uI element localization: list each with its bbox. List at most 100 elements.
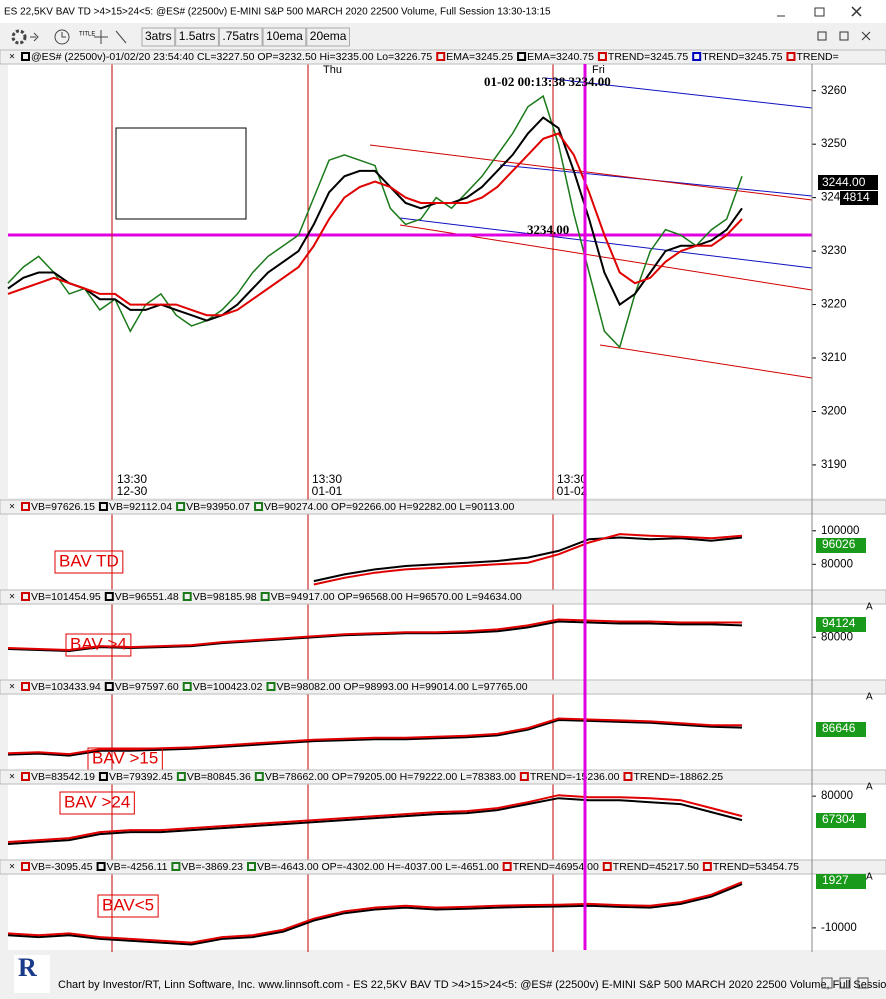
panel-header-bg [0,679,886,695]
time-label: 13:30 [557,472,587,486]
y-tick-label: 80000 [821,558,853,570]
value-tag-bg [816,722,866,737]
y-tick-label: 80000 [821,631,853,643]
toolbar-button[interactable]: .75atrs [218,27,263,47]
legend-entry: VB=92112.04 [109,501,172,513]
legend-entry: TREND=3245.75 [608,51,688,63]
scale-icon[interactable]: A [866,692,873,703]
legend-swatch [519,772,529,781]
close-icon[interactable]: × [9,772,15,783]
toolbar-button[interactable]: 10ema [262,27,307,47]
legend-entry: VB=100423.02 [193,681,263,693]
y-tick-label: 100000 [821,525,859,537]
legend-swatch [692,52,702,61]
panel-header-bg [0,499,886,515]
series-line [7,717,742,756]
toolbar-right-icons[interactable] [817,31,871,41]
scale-icon[interactable]: A [866,782,873,793]
close-icon[interactable]: × [9,592,15,603]
panel-label: BAV >24 [64,792,130,811]
legend-entry: VB=90274.00 OP=92266.00 H=92282.00 L=901… [264,501,514,513]
legend-entry: VB=80845.36 [187,771,251,783]
scale-icon[interactable]: A [866,602,873,613]
button-label: .75atrs [222,29,259,43]
legend-swatch [254,772,264,781]
y-tick-label: -10000 [821,922,857,934]
legend-swatch [702,862,712,871]
legend-entry: VB=-3869.23 [181,861,243,873]
toolbar-button[interactable]: 20ema [306,27,350,47]
legend-entry: TREND=-18862.25 [633,771,723,783]
legend-entry: TREND=53454.75 [713,861,799,873]
y-tick-label: 3200 [821,406,847,418]
button-label: 3atrs [145,29,172,43]
panel-label: BAV >4 [70,634,127,653]
price-tag-bg [818,175,878,190]
scale-icon[interactable]: A [866,872,873,883]
legend-entry: TREND=45217.50 [613,861,699,873]
value-tag: 67304 [822,812,856,826]
legend-entry: VB=-4643.00 OP=-4302.00 H=-4037.00 L=-46… [257,861,499,873]
button-frame [306,27,350,47]
value-tag: 1927 [822,873,849,887]
value-tag: 96026 [822,537,856,551]
y-tick-label: 3210 [821,352,847,364]
panel-label-box [59,791,135,815]
button-label: 10ema [266,29,303,43]
footer-icons[interactable] [821,977,869,989]
panel-header-bg [0,859,886,875]
series-line [7,797,743,845]
legend-entry: VB=78662.00 OP=79205.00 H=79222.00 L=783… [265,771,516,783]
panel-label-box [54,550,124,574]
value-tag-bg [816,538,866,553]
ohlc-box [115,127,247,220]
button-frame [262,27,307,47]
y-tick-label: 3220 [821,299,847,311]
y-tick-label: 3260 [821,85,847,97]
title-bar [0,0,886,23]
toolbar-button[interactable]: 3atrs [141,27,176,47]
legend-swatch [517,52,527,61]
panel-label: BAV TD [59,551,119,570]
logo-bg [14,955,50,993]
button-frame [141,27,176,47]
footer-text: Chart by Investor/RT, Linn Software, Inc… [58,979,886,991]
legend-entry: VB=93950.07 [186,501,250,513]
value-tag: 94124 [822,616,856,630]
legend-swatch [254,502,264,511]
close-icon[interactable]: × [9,52,15,63]
count-tag-bg [840,191,878,205]
legend-swatch [104,592,114,601]
series-line [7,132,743,317]
button-label: 20ema [310,29,347,43]
legend-swatch [98,772,108,781]
time-label: 13:30 [312,472,342,486]
panel-header-bg [0,769,886,785]
series-line [313,533,743,586]
y-tick-label: 3230 [821,245,847,257]
value-tag-bg [816,617,866,632]
close-icon[interactable]: × [9,682,15,693]
date-label: 01-02 [557,484,588,498]
legend-entry: VB=-4256.11 [107,861,168,873]
day-label: Fri [592,64,605,76]
series-line [7,881,743,944]
toolbar-button[interactable]: 1.5atrs [175,27,219,47]
legend-swatch [182,682,192,691]
legend-entry: VB=97597.60 [115,681,179,693]
button-frame [175,27,219,47]
legend-swatch [597,52,607,61]
panel-header-bg [0,49,886,65]
y-tick-label: 80000 [821,790,853,802]
legend-swatch [21,592,30,601]
close-icon[interactable]: × [9,502,15,513]
panel-label: BAV >15 [92,748,158,767]
close-icon[interactable]: × [9,862,15,873]
button-frame [218,27,263,47]
sub-plot-bgs [8,513,886,950]
window-controls[interactable] [777,6,862,17]
time-label: 13:30 [117,472,147,486]
legend-swatch [247,862,256,871]
